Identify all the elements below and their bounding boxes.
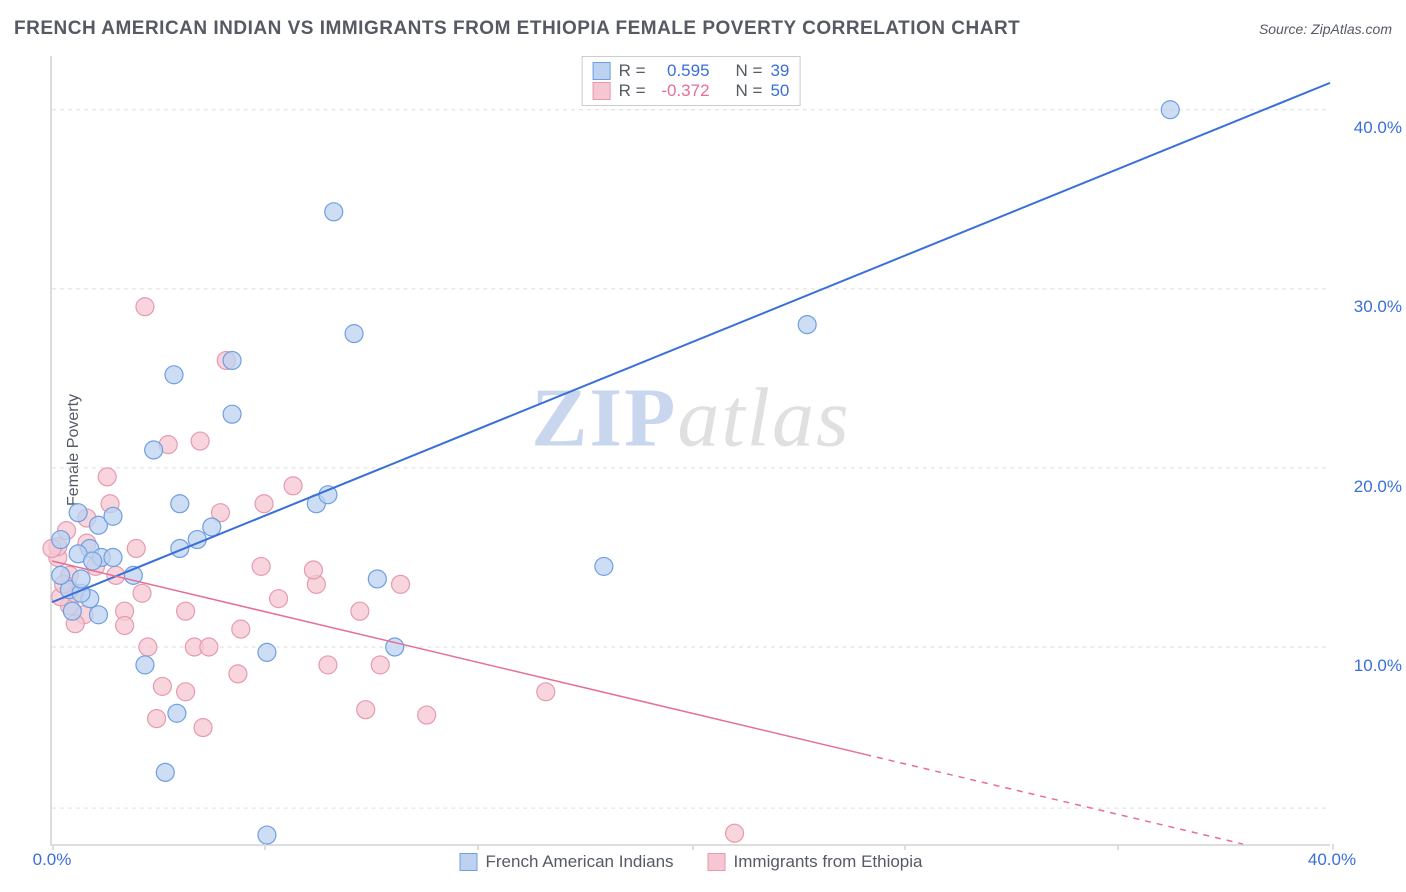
corr-row-pink: R = -0.372 N = 50 bbox=[593, 81, 790, 101]
corr-row-blue: R = 0.595 N = 39 bbox=[593, 61, 790, 81]
y-tick-label: 30.0% bbox=[1354, 297, 1402, 317]
source-attribution: Source: ZipAtlas.com bbox=[1259, 21, 1392, 37]
corr-n-value: 39 bbox=[770, 61, 789, 81]
plot-svg bbox=[52, 56, 1330, 844]
corr-n-value: 50 bbox=[770, 81, 789, 101]
corr-r-label: R = bbox=[619, 61, 646, 81]
y-tick-label: 10.0% bbox=[1354, 656, 1402, 676]
legend: French American Indians Immigrants from … bbox=[460, 852, 923, 872]
corr-n-label: N = bbox=[736, 61, 763, 81]
legend-swatch-pink bbox=[708, 853, 726, 871]
legend-label: French American Indians bbox=[486, 852, 674, 872]
corr-n-label: N = bbox=[736, 81, 763, 101]
scatter-plot-area: Female Poverty ZIPatlas 10.0%20.0%30.0%4… bbox=[50, 56, 1330, 846]
y-tick-label: 20.0% bbox=[1354, 477, 1402, 497]
legend-item-blue: French American Indians bbox=[460, 852, 674, 872]
corr-r-value: -0.372 bbox=[654, 81, 710, 101]
legend-swatch-blue bbox=[460, 853, 478, 871]
corr-r-value: 0.595 bbox=[654, 61, 710, 81]
corr-r-label: R = bbox=[619, 81, 646, 101]
correlation-box: R = 0.595 N = 39 R = -0.372 N = 50 bbox=[582, 56, 801, 106]
chart-title: FRENCH AMERICAN INDIAN VS IMMIGRANTS FRO… bbox=[14, 18, 1020, 40]
legend-item-pink: Immigrants from Ethiopia bbox=[708, 852, 923, 872]
x-tick-label: 0.0% bbox=[33, 850, 72, 870]
swatch-blue bbox=[593, 62, 611, 80]
swatch-pink bbox=[593, 82, 611, 100]
x-tick-label: 40.0% bbox=[1308, 850, 1356, 870]
legend-label: Immigrants from Ethiopia bbox=[734, 852, 923, 872]
y-tick-label: 40.0% bbox=[1354, 118, 1402, 138]
